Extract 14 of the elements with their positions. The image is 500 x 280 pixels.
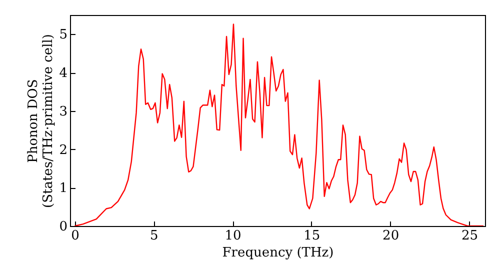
- y-tick-label: 1: [59, 181, 68, 196]
- x-tick-label: 20: [382, 228, 400, 244]
- y-tick-label: 5: [59, 28, 68, 43]
- y-axis-title: Phonon DOS (States/THz·primitive cell): [26, 34, 56, 208]
- x-tick-label: 10: [224, 228, 242, 244]
- x-tick-label: 5: [150, 228, 158, 244]
- x-axis-title: Frequency (THz): [222, 246, 334, 260]
- y-tick-label: 3: [59, 104, 68, 120]
- y-tick-label: 2: [59, 142, 68, 158]
- y-tick-label: 4: [59, 66, 68, 82]
- line-series: [74, 24, 484, 226]
- x-tick-label: 25: [461, 228, 478, 244]
- x-tick-label: 0: [71, 228, 80, 244]
- x-tick-label: 15: [304, 228, 320, 244]
